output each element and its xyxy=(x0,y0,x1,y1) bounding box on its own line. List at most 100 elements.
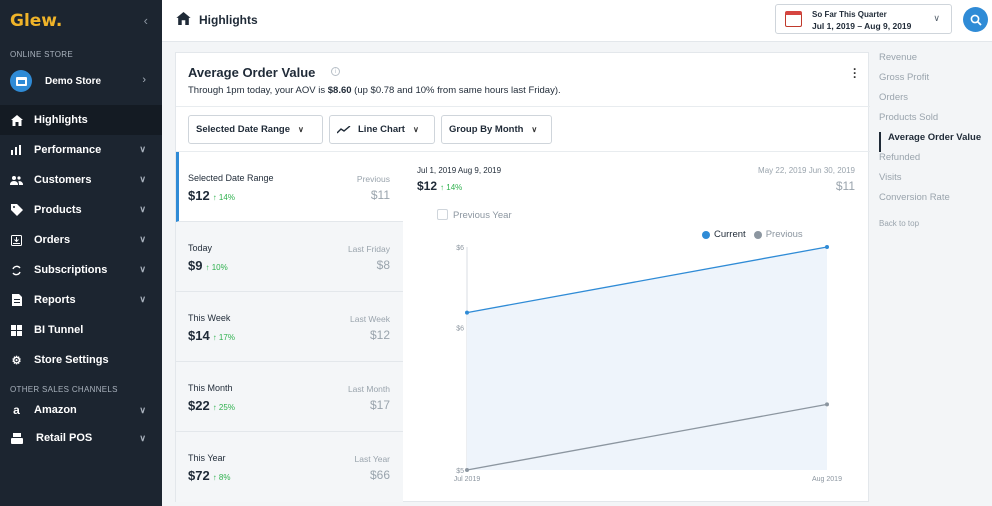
current-range: Jul 1, 2019 Aug 9, 2019 xyxy=(417,166,502,175)
y-tick-label: $6 xyxy=(456,245,464,252)
sidebar-item-bi-tunnel[interactable]: BI Tunnel xyxy=(0,315,162,345)
sidebar-item-label: Reports xyxy=(34,294,76,306)
bar-chart-icon xyxy=(10,144,23,157)
section-link-products-sold[interactable]: Products Sold xyxy=(879,112,939,123)
store-icon xyxy=(10,70,32,92)
sidebar-item-highlights[interactable]: Highlights xyxy=(0,105,162,135)
comparison-prev-label: Last Year xyxy=(354,454,390,464)
chevron-down-icon: ∨ xyxy=(139,433,146,443)
chart-type-dropdown[interactable]: Line Chart ∨ xyxy=(329,115,435,144)
sidebar-item-label: Customers xyxy=(34,174,92,186)
logo[interactable]: Glew. xyxy=(10,11,63,31)
comparison-this-month[interactable]: This Month $22 ↑ 25% Last Month $17 xyxy=(176,362,403,432)
amazon-icon: a xyxy=(13,403,20,417)
sidebar-item-amazon[interactable]: a Amazon ∨ xyxy=(0,396,162,424)
legend-current[interactable]: Current xyxy=(702,229,746,240)
sidebar-item-label: Amazon xyxy=(34,404,77,416)
section-link-revenue[interactable]: Revenue xyxy=(879,52,918,63)
header: Highlights So Far This Quarter Jul 1, 20… xyxy=(162,0,992,42)
sidebar-item-store-settings[interactable]: ⚙ Store Settings xyxy=(0,345,162,375)
section-nav: Revenue Gross Profit Orders Products Sol… xyxy=(879,52,992,238)
more-options-icon[interactable]: · · · xyxy=(853,62,857,84)
previous-year-checkbox[interactable] xyxy=(437,209,448,220)
previous-year-label[interactable]: Previous Year xyxy=(453,210,512,221)
sidebar: Glew. ‹ ONLINE STORE Demo Store › Highli… xyxy=(0,0,162,506)
subtitle-suffix: (up $0.78 and 10% from same hours last F… xyxy=(351,85,561,96)
sidebar-item-subscriptions[interactable]: Subscriptions ∨ xyxy=(0,255,162,285)
sidebar-item-label: Retail POS xyxy=(36,432,93,444)
comparison-selected-range[interactable]: Selected Date Range $12 ↑ 14% Previous $1… xyxy=(176,152,403,222)
comparison-label: Selected Date Range xyxy=(188,173,274,183)
chevron-down-icon: ∨ xyxy=(139,204,146,214)
sidebar-item-label: Performance xyxy=(34,144,102,156)
change-badge: ↑ 8% xyxy=(212,473,231,482)
section-link-aov[interactable]: Average Order Value xyxy=(879,132,992,152)
change-badge: ↑ 17% xyxy=(212,333,235,342)
chevron-left-icon[interactable]: ‹ xyxy=(143,13,148,28)
comparison-label: This Week xyxy=(188,313,231,323)
store-selector[interactable]: Demo Store › xyxy=(0,65,162,97)
search-button[interactable] xyxy=(963,7,988,32)
x-tick-label: Aug 2019 xyxy=(812,476,842,483)
comparison-prev-label: Last Friday xyxy=(347,244,390,254)
series-line-previous xyxy=(466,403,828,471)
comparison-label: This Month xyxy=(188,383,233,393)
divider xyxy=(176,106,870,107)
chevron-down-icon: ∨ xyxy=(139,294,146,304)
sidebar-item-customers[interactable]: Customers ∨ xyxy=(0,165,162,195)
comparison-prev-value: $8 xyxy=(376,258,390,272)
info-icon[interactable]: i xyxy=(331,67,340,76)
comparison-value: $12 ↑ 14% xyxy=(188,188,235,203)
comparison-today[interactable]: Today $9 ↑ 10% Last Friday $8 xyxy=(176,222,403,292)
section-link-orders[interactable]: Orders xyxy=(879,92,909,103)
sidebar-item-label: Subscriptions xyxy=(34,264,108,276)
chevron-down-icon: ∨ xyxy=(412,125,419,134)
comparison-this-year[interactable]: This Year $72 ↑ 8% Last Year $66 xyxy=(176,432,403,502)
sidebar-item-orders[interactable]: Orders ∨ xyxy=(0,225,162,255)
date-range-dropdown[interactable]: Selected Date Range ∨ xyxy=(188,115,323,144)
comparison-value: $9 ↑ 10% xyxy=(188,258,228,273)
comparison-value: $72 ↑ 8% xyxy=(188,468,231,483)
comparison-prev-value: $12 xyxy=(369,328,390,342)
group-by-dropdown[interactable]: Group By Month ∨ xyxy=(441,115,552,144)
y-tick-label: $6 xyxy=(456,325,464,332)
chart-current-summary: Jul 1, 2019 Aug 9, 2019 $12 ↑ 14% xyxy=(417,166,501,193)
card-title: Average Order Value xyxy=(188,65,316,80)
search-icon xyxy=(970,14,982,26)
users-icon xyxy=(10,174,23,187)
chart-previous-summary: May 22, 2019 Jun 30, 2019 $11 xyxy=(758,166,855,193)
section-link-gross-profit[interactable]: Gross Profit xyxy=(879,72,930,83)
chevron-down-icon: ∨ xyxy=(139,144,146,154)
comparison-prev-label: Previous xyxy=(356,174,390,184)
comparison-prev-label: Last Week xyxy=(349,314,390,324)
home-icon xyxy=(176,12,191,30)
card-subtitle: Through 1pm today, your AOV is $8.60 (up… xyxy=(188,85,561,96)
line-chart-icon xyxy=(337,125,351,133)
sidebar-item-products[interactable]: Products ∨ xyxy=(0,195,162,225)
sidebar-item-reports[interactable]: Reports ∨ xyxy=(0,285,162,315)
comparison-prev-value: $66 xyxy=(369,468,390,482)
dropdown-label: Group By Month xyxy=(449,124,524,135)
aov-card: Average Order Value i Through 1pm today,… xyxy=(175,52,870,502)
other-channels-label: OTHER SALES CHANNELS xyxy=(10,385,118,394)
legend-previous[interactable]: Previous xyxy=(753,229,803,240)
page-title: Highlights xyxy=(199,13,258,27)
date-range-picker[interactable]: So Far This Quarter Jul 1, 2019 – Aug 9,… xyxy=(775,4,952,34)
comparison-value: $22 ↑ 25% xyxy=(188,398,235,413)
back-to-top-link[interactable]: Back to top xyxy=(879,219,920,228)
series-area-current xyxy=(467,247,827,470)
download-box-icon xyxy=(10,234,23,247)
comparison-this-week[interactable]: This Week $14 ↑ 17% Last Week $12 xyxy=(176,292,403,362)
section-link-visits[interactable]: Visits xyxy=(879,172,902,183)
data-point-previous xyxy=(465,468,469,472)
comparison-prev-value: $17 xyxy=(369,398,390,412)
section-link-refunded[interactable]: Refunded xyxy=(879,152,921,163)
home-icon xyxy=(10,114,23,127)
sidebar-item-retail-pos[interactable]: Retail POS ∨ xyxy=(0,424,162,452)
comparison-prev-label: Last Month xyxy=(347,384,390,394)
calendar-icon xyxy=(785,11,802,27)
sidebar-item-performance[interactable]: Performance ∨ xyxy=(0,135,162,165)
section-link-conversion-rate[interactable]: Conversion Rate xyxy=(879,192,950,203)
sidebar-item-label: Highlights xyxy=(34,114,88,126)
